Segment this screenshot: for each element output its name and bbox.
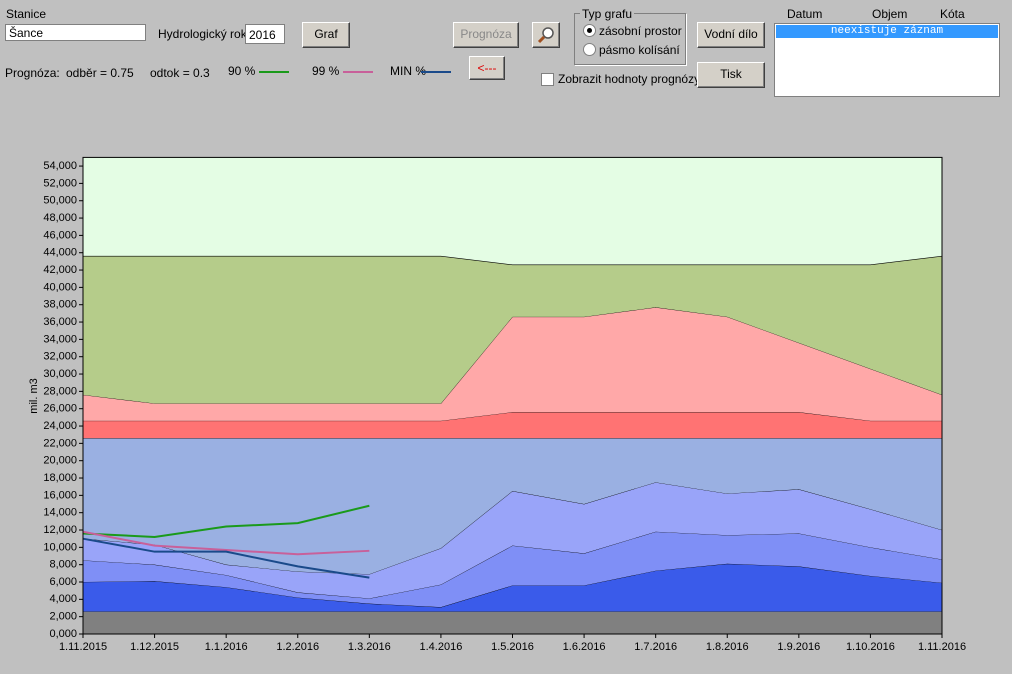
label: pásmo kolísání [599, 43, 680, 57]
area [83, 482, 942, 599]
y-tick-label: 14,000 [43, 507, 77, 519]
label: Zobrazit hodnoty prognózy [558, 72, 701, 86]
y-tick-label: 2,000 [49, 611, 77, 623]
y-tick-label: 30,000 [43, 368, 77, 380]
list-header: Objem [872, 7, 908, 21]
label: odběr = 0.75 [66, 66, 134, 80]
label: Hydrologický rok [158, 27, 247, 41]
area [83, 412, 942, 439]
year-input[interactable]: 2016 [245, 24, 285, 44]
y-tick-label: 22,000 [43, 437, 77, 449]
x-tick-label: 1.2.2016 [276, 641, 319, 653]
y-tick-label: 54,000 [43, 160, 77, 172]
y-tick-label: 36,000 [43, 316, 77, 328]
vodni-dilo-button[interactable]: Vodní dílo [697, 22, 765, 48]
label: Stanice [6, 7, 47, 21]
y-tick-label: 0,000 [49, 628, 77, 640]
area [83, 531, 942, 608]
area [83, 611, 942, 634]
list-item[interactable]: neexistuje záznam [776, 25, 998, 38]
y-tick-label: 34,000 [43, 333, 77, 345]
area [83, 307, 942, 421]
prognoza-button[interactable]: Prognóza [453, 22, 519, 48]
area [83, 256, 942, 404]
y-tick-label: 6,000 [49, 576, 77, 588]
x-tick-label: 1.7.2016 [634, 641, 677, 653]
label: odtok = 0.3 [150, 66, 210, 80]
legend-label: 99 % [312, 64, 340, 78]
y-tick-label: 52,000 [43, 177, 77, 189]
y-tick-label: 46,000 [43, 229, 77, 241]
x-tick-label: 1.10.2016 [846, 641, 895, 653]
y-tick-label: 32,000 [43, 351, 77, 363]
y-axis-label: mil. m3 [28, 378, 40, 413]
area [83, 438, 942, 575]
radio[interactable] [583, 24, 596, 37]
x-tick-label: 1.6.2016 [563, 641, 606, 653]
legend-label: MIN % [390, 64, 426, 78]
x-tick-label: 1.11.2016 [918, 641, 966, 653]
list-header: Kóta [940, 7, 965, 21]
list[interactable]: neexistuje záznam [774, 23, 1000, 97]
y-tick-label: 16,000 [43, 489, 77, 501]
checkbox[interactable] [541, 73, 554, 86]
y-tick-label: 20,000 [43, 455, 77, 467]
label: zásobní prostor [599, 24, 682, 38]
zoom-icon [537, 27, 554, 44]
area [83, 563, 942, 612]
back-button[interactable]: <--- [469, 56, 505, 80]
y-tick-label: 42,000 [43, 264, 77, 276]
legend-label: 90 % [228, 64, 256, 78]
list-header: Datum [787, 7, 823, 21]
y-tick-label: 8,000 [49, 559, 77, 571]
y-tick-label: 24,000 [43, 420, 77, 432]
y-tick-label: 40,000 [43, 281, 77, 293]
station-select[interactable]: Šance [5, 24, 146, 41]
label: Prognóza: [5, 66, 60, 80]
x-tick-label: 1.3.2016 [348, 641, 391, 653]
radio[interactable] [583, 43, 596, 56]
tisk-button[interactable]: Tisk [697, 62, 765, 88]
x-tick-label: 1.5.2016 [491, 641, 534, 653]
y-tick-label: 50,000 [43, 195, 77, 207]
forecast-line [82, 537, 370, 579]
x-tick-label: 1.9.2016 [777, 641, 820, 653]
x-tick-label: 1.11.2015 [59, 641, 107, 653]
x-tick-label: 1.8.2016 [706, 641, 749, 653]
forecast-line [82, 530, 370, 556]
y-tick-label: 28,000 [43, 385, 77, 397]
area-edge [83, 255, 943, 266]
label: Typ grafu [580, 7, 635, 21]
y-tick-label: 18,000 [43, 472, 77, 484]
y-tick-label: 12,000 [43, 524, 77, 536]
x-tick-label: 1.12.2015 [130, 641, 179, 653]
y-tick-label: 48,000 [43, 212, 77, 224]
x-tick-label: 1.4.2016 [420, 641, 463, 653]
y-tick-label: 44,000 [43, 247, 77, 259]
x-tick-label: 1.1.2016 [205, 641, 248, 653]
graf-button[interactable]: Graf [302, 22, 350, 48]
y-tick-label: 4,000 [49, 593, 77, 605]
y-tick-label: 26,000 [43, 403, 77, 415]
zoom-button[interactable] [532, 22, 560, 48]
y-tick-label: 10,000 [43, 541, 77, 553]
y-tick-label: 38,000 [43, 299, 77, 311]
forecast-line [82, 504, 370, 538]
